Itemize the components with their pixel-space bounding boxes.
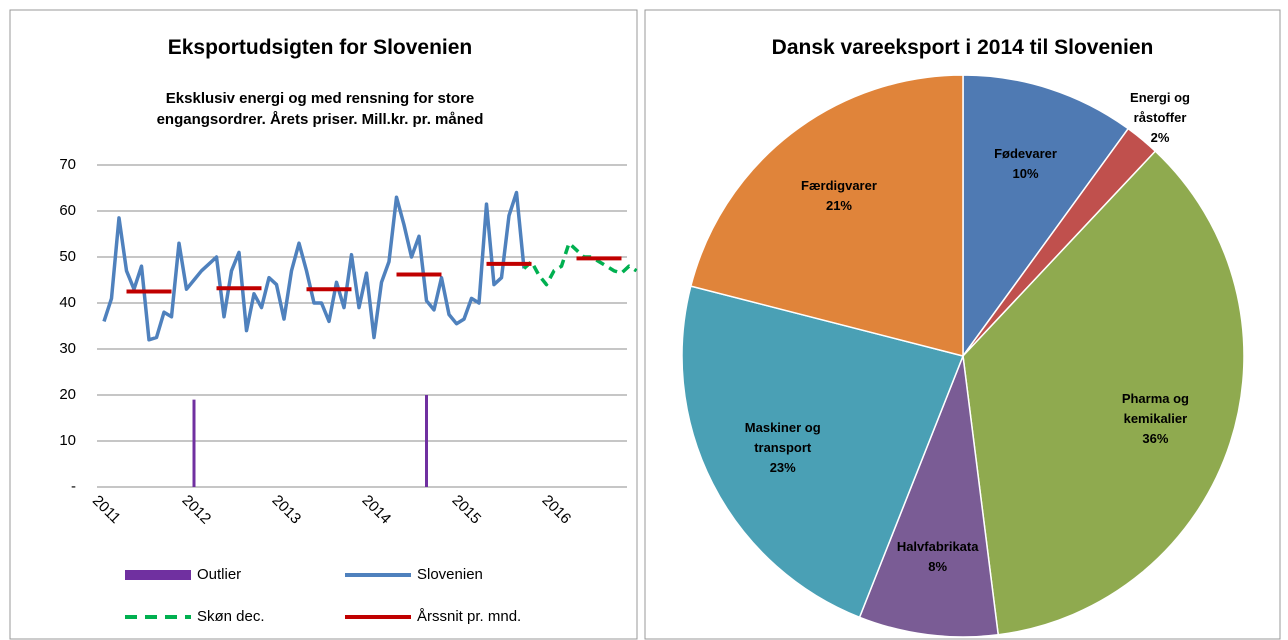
y-tick-label: 70: [59, 156, 76, 173]
x-tick-label: 2012: [179, 492, 215, 528]
series-line: [102, 190, 526, 342]
left-panel: [9, 9, 638, 640]
pie-label: Halvfabrikata 8%: [883, 537, 993, 577]
x-tick-label: 2011: [89, 492, 124, 527]
legend-swatch: [125, 570, 191, 580]
pie-slice: [858, 355, 1000, 638]
legend-label: Skøn dec.: [197, 608, 265, 625]
pie-label: Pharma og kemikalier 36%: [1100, 389, 1210, 449]
series-line: [522, 241, 638, 287]
chart-subtitle: Eksklusiv energi og med rensning for sto…: [156, 90, 484, 128]
pie-value-label: 8%: [928, 558, 948, 574]
pie-value-label: 10%: [1012, 165, 1039, 181]
series-line: [126, 256, 622, 294]
pie-slice: [962, 150, 1245, 636]
x-tick-label: 2015: [449, 492, 485, 528]
y-tick-label: 30: [59, 340, 76, 357]
y-tick-label: 10: [59, 432, 76, 449]
x-tick-label: 2016: [539, 492, 575, 528]
pie-label: Fødevarer 10%: [971, 144, 1081, 184]
pie-label: Færdigvarer 21%: [784, 176, 894, 216]
pie-label: Energi og råstoffer 2%: [1105, 88, 1215, 148]
pie-value-label: 36%: [1142, 430, 1169, 446]
y-tick-label: 50: [59, 248, 76, 265]
legend-label: Årssnit pr. mnd.: [417, 608, 521, 625]
legend-label: Slovenien: [417, 566, 483, 583]
pie-slice: [681, 285, 965, 619]
pie-label: Maskiner og transport 23%: [728, 418, 838, 478]
pie-slice: [689, 74, 964, 357]
x-tick-label: 2014: [359, 492, 395, 528]
y-tick-label: 60: [59, 202, 76, 219]
legend-label: Outlier: [197, 566, 241, 583]
y-tick-label: -: [71, 478, 76, 495]
pie-value-label: 23%: [769, 459, 796, 475]
right-panel: [644, 9, 1281, 640]
x-tick-label: 2013: [269, 492, 305, 528]
pie-slice: [962, 74, 1130, 359]
pie-value-label: 21%: [825, 198, 852, 214]
chart-title: Dansk vareeksport i 2014 til Slovenien: [771, 36, 1154, 59]
pie-value-label: 2%: [1150, 129, 1170, 145]
y-tick-label: 20: [59, 386, 76, 403]
y-tick-label: 40: [59, 294, 76, 311]
chart-title: Eksportudsigten for Slovenien: [167, 36, 473, 59]
